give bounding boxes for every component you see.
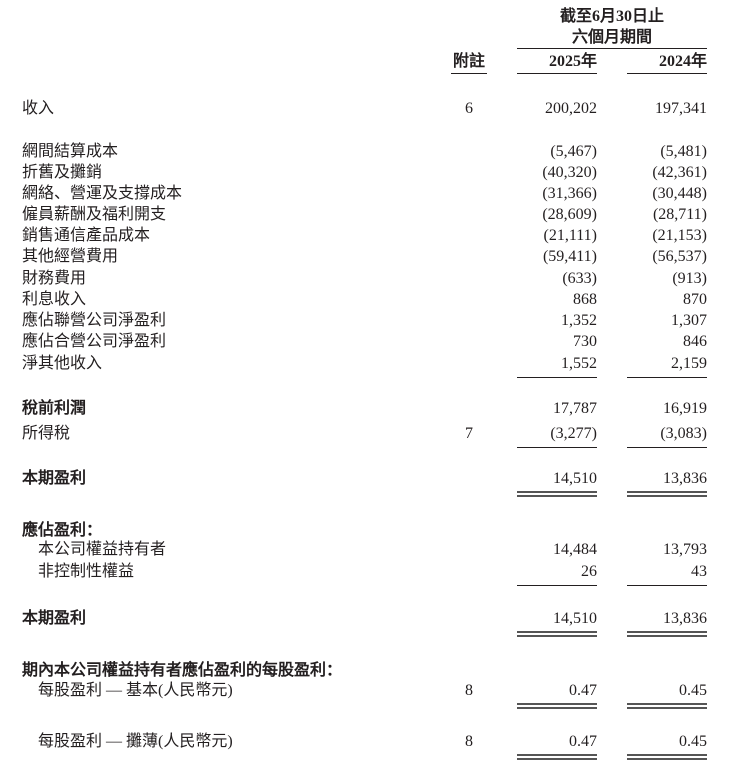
value-2024: 43	[691, 563, 707, 580]
value-2025: (31,366)	[542, 185, 597, 202]
note-column-header: 附註	[452, 53, 485, 70]
row-note: 6	[465, 100, 473, 117]
value-2025: 14,510	[553, 610, 597, 627]
period-header-line1: 截至6月30日止	[559, 8, 664, 25]
row-label: 網絡、營運及支撐成本	[22, 185, 183, 202]
value-2024: (42,361)	[652, 164, 707, 181]
value-2024: (56,537)	[652, 248, 707, 265]
subtotal-underline	[517, 377, 597, 378]
value-2024: 0.45	[679, 682, 707, 699]
value-2024: (21,153)	[652, 227, 707, 244]
year-2024-underline	[627, 73, 707, 74]
row-label: 本期盈利	[22, 470, 87, 487]
row-label: 應佔合營公司淨盈利	[22, 333, 167, 350]
value-2025: (40,320)	[542, 164, 597, 181]
total-double-underline	[517, 631, 597, 637]
row-label: 其他經營費用	[22, 248, 119, 265]
total-double-underline	[627, 703, 707, 709]
row-label: 非控制性權益	[38, 563, 135, 580]
value-2024: 13,836	[663, 610, 707, 627]
note-header-underline	[451, 73, 487, 74]
value-2024: 2,159	[671, 355, 707, 372]
value-2025: (633)	[562, 270, 597, 287]
value-2025: (5,467)	[550, 143, 597, 160]
value-2024: (28,711)	[652, 206, 707, 223]
value-2025: 14,510	[553, 470, 597, 487]
row-note: 8	[465, 733, 473, 750]
value-2025: 1,352	[561, 312, 597, 329]
year-2025-underline	[517, 73, 597, 74]
value-2025: 26	[581, 563, 597, 580]
year-2025-header: 2025年	[548, 53, 597, 70]
value-2025: 0.47	[569, 733, 597, 750]
value-2024: 13,793	[663, 541, 707, 558]
row-label: 本公司權益持有者	[38, 541, 167, 558]
value-2025: (3,277)	[550, 425, 597, 442]
total-double-underline	[627, 631, 707, 637]
row-label: 稅前利潤	[22, 400, 87, 417]
row-label: 本期盈利	[22, 610, 87, 627]
value-2024: 197,341	[655, 100, 707, 117]
value-2024: 16,919	[663, 400, 707, 417]
value-2025: (28,609)	[542, 206, 597, 223]
row-label: 僱員薪酬及福利開支	[22, 206, 167, 223]
year-2024-header: 2024年	[658, 53, 707, 70]
value-2025: 868	[573, 291, 597, 308]
row-label: 每股盈利 — 基本(人民幣元)	[38, 682, 233, 699]
row-label: 收入	[22, 100, 55, 117]
row-note: 8	[465, 682, 473, 699]
value-2024: (30,448)	[652, 185, 707, 202]
value-2025: 730	[573, 333, 597, 350]
value-2025: 14,484	[553, 541, 597, 558]
row-label: 利息收入	[22, 291, 87, 308]
row-label: 銷售通信產品成本	[22, 227, 151, 244]
value-2024: 0.45	[679, 733, 707, 750]
total-double-underline	[627, 754, 707, 760]
value-2025: 17,787	[553, 400, 597, 417]
total-double-underline	[517, 754, 597, 760]
value-2024: (5,481)	[660, 143, 707, 160]
row-label: 期內本公司權益持有者應佔盈利的每股盈利：	[22, 662, 343, 679]
value-2024: 846	[683, 333, 707, 350]
value-2024: 1,307	[671, 312, 707, 329]
value-2025: 1,552	[561, 355, 597, 372]
row-label: 應佔聯營公司淨盈利	[22, 312, 167, 329]
subtotal-underline	[517, 447, 597, 448]
total-double-underline	[627, 491, 707, 497]
subtotal-underline	[517, 585, 597, 586]
subtotal-underline	[627, 447, 707, 448]
row-label: 財務費用	[22, 270, 87, 287]
value-2025: 200,202	[545, 100, 597, 117]
total-double-underline	[517, 491, 597, 497]
row-label: 所得稅	[22, 425, 71, 442]
subtotal-underline	[627, 585, 707, 586]
value-2024: 870	[683, 291, 707, 308]
period-header-line2: 六個月期間	[571, 29, 652, 46]
value-2025: (59,411)	[542, 248, 597, 265]
header-divider	[517, 48, 707, 49]
total-double-underline	[517, 703, 597, 709]
row-label: 應佔盈利：	[22, 522, 103, 539]
row-label: 每股盈利 — 攤薄(人民幣元)	[38, 733, 233, 750]
value-2025: 0.47	[569, 682, 597, 699]
value-2025: (21,111)	[543, 227, 597, 244]
row-label: 網間結算成本	[22, 143, 119, 160]
value-2024: (3,083)	[660, 425, 707, 442]
value-2024: 13,836	[663, 470, 707, 487]
value-2024: (913)	[672, 270, 707, 287]
row-note: 7	[465, 425, 473, 442]
subtotal-underline	[627, 377, 707, 378]
row-label: 折舊及攤銷	[22, 164, 103, 181]
row-label: 淨其他收入	[22, 355, 103, 372]
